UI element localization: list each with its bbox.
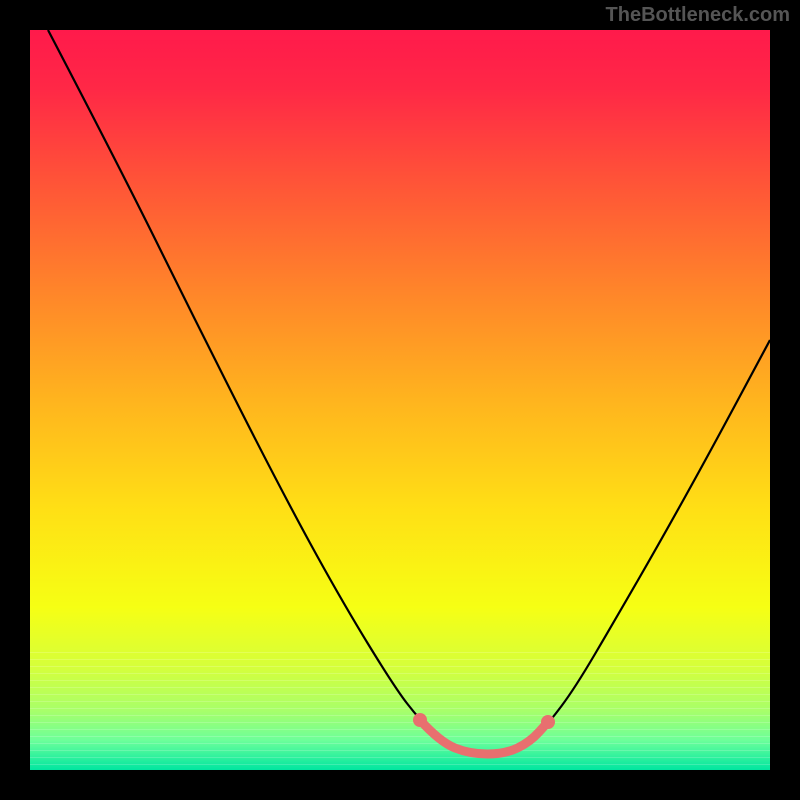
chart-canvas: TheBottleneck.com xyxy=(0,0,800,800)
chart-svg xyxy=(0,0,800,800)
marker-endpoint xyxy=(541,715,555,729)
marker-endpoint xyxy=(413,713,427,727)
watermark-text: TheBottleneck.com xyxy=(606,4,790,27)
